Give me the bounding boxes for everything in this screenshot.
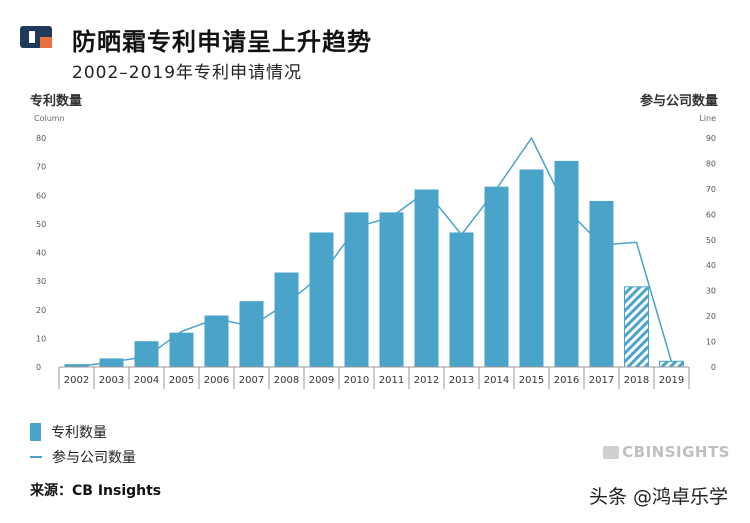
legend-bar-label: 专利数量 — [51, 425, 107, 441]
bar-2006 — [204, 315, 229, 367]
cb-logo-icon — [20, 26, 52, 48]
left-tick-label: 80 — [36, 134, 46, 143]
left-tick-label: 30 — [36, 277, 46, 286]
left-tick-label: 0 — [36, 363, 41, 372]
x-tick-label: 2004 — [134, 375, 159, 386]
right-tick-label: 90 — [706, 134, 716, 143]
x-tick-label: 2016 — [554, 375, 579, 386]
source-note: 来源：CB Insights — [30, 483, 162, 499]
legend-item-bars: 专利数量 — [30, 422, 107, 442]
bar-2011 — [379, 212, 404, 367]
x-tick-label: 2012 — [414, 375, 439, 386]
bar-2019 — [659, 360, 684, 368]
left-tick-label: 50 — [36, 220, 46, 229]
bar-2012 — [414, 189, 439, 367]
bar-2008 — [274, 272, 299, 367]
x-tick-label: 2011 — [379, 375, 404, 386]
cb-brand-mark-icon — [603, 445, 620, 459]
bar-2017 — [589, 200, 614, 367]
chart-title: 防晒霜专利申请呈上升趋势 — [72, 28, 372, 56]
x-tick-label: 2015 — [519, 375, 544, 386]
x-tick-label: 2005 — [169, 375, 194, 386]
x-tick-label: 2017 — [589, 375, 614, 386]
bar-2014 — [484, 186, 509, 367]
right-axis-label: 参与公司数量 — [640, 93, 718, 109]
bar-2010 — [344, 212, 369, 367]
bar-2003 — [99, 358, 124, 367]
legend-item-line: 参与公司数量 — [30, 447, 136, 467]
x-tick-label: 2018 — [624, 375, 649, 386]
x-tick-label: 2006 — [204, 375, 229, 386]
right-tick-label: 20 — [706, 312, 716, 321]
right-tick-label: 80 — [706, 159, 716, 168]
bar-2018 — [624, 286, 649, 368]
x-tick-label: 2003 — [99, 375, 124, 386]
x-tick-label: 2014 — [484, 375, 509, 386]
bar-2005 — [169, 332, 194, 367]
left-tick-label: 20 — [36, 306, 46, 315]
left-axis-sublabel: Column — [34, 114, 65, 123]
bar-2002 — [64, 364, 89, 367]
right-tick-label: 10 — [706, 338, 716, 347]
left-tick-label: 60 — [36, 191, 46, 200]
bar-2007 — [239, 301, 264, 367]
bar-2016 — [554, 160, 579, 367]
bar-2009 — [309, 232, 334, 367]
left-tick-label: 70 — [36, 163, 46, 172]
chart-subtitle: 2002–2019年专利申请情况 — [72, 63, 303, 83]
right-tick-label: 30 — [706, 287, 716, 296]
bar-2013 — [449, 232, 474, 367]
legend-bar-swatch — [30, 423, 41, 441]
x-tick-label: 2013 — [449, 375, 474, 386]
bar-2015 — [519, 169, 544, 367]
x-tick-label: 2008 — [274, 375, 299, 386]
right-tick-label: 50 — [706, 236, 716, 245]
x-tick-label: 2019 — [659, 375, 684, 386]
right-tick-label: 40 — [706, 261, 716, 270]
bar-2004 — [134, 341, 159, 367]
right-tick-label: 0 — [711, 363, 716, 372]
left-axis-label: 专利数量 — [30, 93, 82, 109]
right-tick-label: 60 — [706, 210, 716, 219]
right-tick-label: 70 — [706, 185, 716, 194]
x-tick-label: 2002 — [64, 375, 89, 386]
right-axis-sublabel: Line — [699, 114, 716, 123]
x-tick-label: 2010 — [344, 375, 369, 386]
combo-chart: 专利数量 Column 参与公司数量 Line 0 10 20 30 40 50 60 70 8… — [30, 93, 718, 389]
watermark: 头条 @鸿卓乐学 — [588, 486, 728, 508]
x-tick-label: 2009 — [309, 375, 334, 386]
x-tick-label: 2007 — [239, 375, 264, 386]
left-tick-label: 10 — [36, 334, 46, 343]
cb-insights-brand: CBINSIGHTS — [603, 443, 730, 461]
left-tick-label: 40 — [36, 249, 46, 258]
cb-brand-text: CBINSIGHTS — [622, 443, 730, 461]
line-series-companies — [76, 136, 673, 368]
legend-line-label: 参与公司数量 — [52, 450, 136, 466]
legend-line-swatch — [30, 456, 42, 458]
